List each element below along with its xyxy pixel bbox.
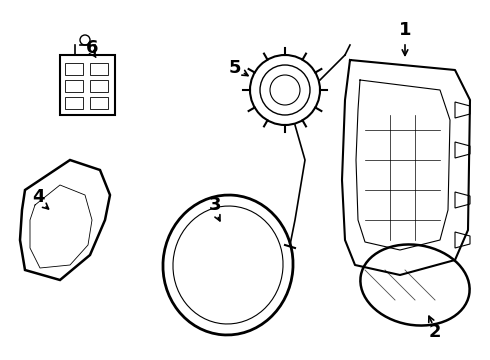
Bar: [65, 63, 83, 75]
Bar: [65, 97, 83, 109]
Bar: [90, 80, 108, 92]
Bar: [65, 80, 83, 92]
Text: 1: 1: [399, 21, 411, 39]
Text: 6: 6: [86, 39, 98, 57]
Text: 4: 4: [32, 188, 44, 206]
Bar: [90, 63, 108, 75]
Text: 3: 3: [209, 196, 221, 214]
Text: 5: 5: [229, 59, 241, 77]
Bar: [90, 97, 108, 109]
Text: 2: 2: [429, 323, 441, 341]
